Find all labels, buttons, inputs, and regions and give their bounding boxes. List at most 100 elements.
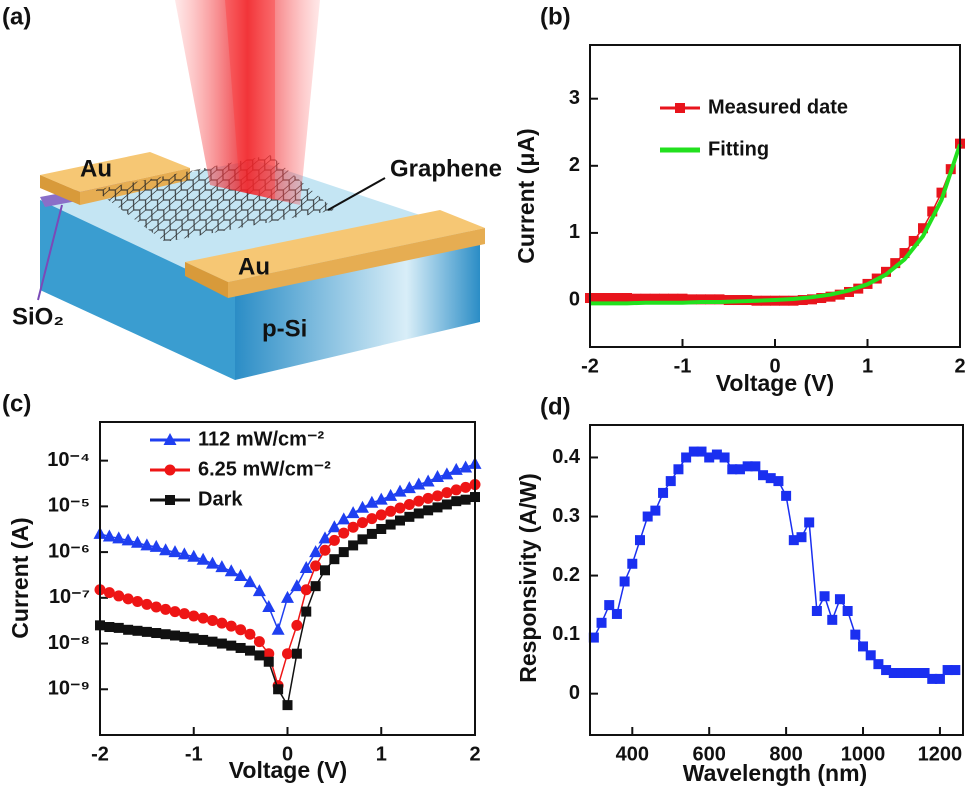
sio2-pointer	[37, 204, 63, 301]
marker	[665, 476, 676, 487]
marker	[596, 617, 607, 628]
marker	[112, 531, 126, 544]
x-tick-label: 1	[862, 355, 873, 377]
p-si-label: p-Si	[262, 315, 307, 342]
x-tick-label: 600	[693, 743, 726, 765]
marker	[150, 601, 162, 613]
marker	[681, 452, 692, 463]
marker	[650, 505, 661, 516]
y-tick-label: 0.3	[552, 505, 580, 527]
marker	[413, 495, 425, 507]
panel-label: (d)	[540, 393, 571, 420]
marker	[207, 614, 218, 626]
marker	[604, 600, 615, 611]
marker	[773, 476, 784, 487]
y-axis-title: Current (μA)	[513, 128, 539, 263]
marker	[179, 631, 190, 642]
marker	[896, 668, 907, 678]
marker	[159, 543, 173, 556]
marker	[282, 700, 293, 711]
marker	[197, 612, 209, 624]
chart-panel: (b) -2 -1 0 1 2 0 1 2 3 Voltage (V) Current (μA) Mea…	[513, 3, 965, 396]
marker	[825, 291, 836, 302]
marker	[177, 547, 191, 560]
legend-label: Fitting	[708, 138, 769, 160]
panel-label: (b)	[540, 3, 571, 30]
marker	[686, 294, 697, 305]
marker	[252, 584, 266, 597]
marker	[376, 523, 387, 534]
x-tick-label: -2	[581, 355, 599, 377]
y-tick-label: 2	[569, 154, 580, 176]
marker	[642, 511, 653, 522]
marker	[198, 634, 209, 645]
marker	[403, 498, 415, 510]
plot-frame	[589, 44, 961, 348]
marker	[758, 470, 769, 481]
marker	[320, 565, 330, 576]
legend-label: Measured date	[708, 96, 848, 118]
marker	[432, 502, 443, 513]
marker	[309, 545, 323, 558]
marker	[385, 519, 396, 530]
marker	[235, 642, 246, 653]
marker	[765, 473, 776, 484]
x-tick-label: 0	[282, 743, 293, 765]
marker	[677, 293, 688, 304]
marker	[365, 495, 379, 508]
au-top-side	[40, 175, 80, 205]
marker	[611, 608, 622, 619]
au-label: Au	[80, 155, 112, 182]
si-front	[235, 235, 480, 380]
marker	[318, 531, 332, 544]
marker	[612, 293, 623, 304]
marker	[375, 509, 387, 521]
legend-label: Dark	[198, 488, 243, 510]
marker	[440, 467, 454, 480]
marker	[301, 606, 312, 617]
y-tick-label: 0	[569, 682, 580, 704]
marker	[226, 640, 237, 651]
marker	[634, 535, 645, 546]
marker	[873, 659, 884, 670]
marker	[300, 584, 312, 596]
marker	[908, 235, 919, 246]
marker	[827, 614, 838, 625]
au-bottom-front	[228, 228, 485, 298]
marker	[460, 494, 471, 505]
marker	[781, 490, 792, 501]
device-diagram: (a) Au Graphene Au SiO₂ p-Si	[2, 0, 502, 380]
marker	[196, 552, 210, 565]
marker	[299, 560, 313, 573]
au-label: Au	[238, 253, 270, 280]
laser-core	[225, 0, 275, 200]
marker	[696, 446, 707, 457]
marker	[788, 535, 799, 546]
marker	[164, 464, 176, 476]
x-tick-label: 800	[769, 743, 802, 765]
marker	[243, 575, 257, 588]
x-tick-label: 2	[469, 743, 480, 765]
y-tick-label: 0.1	[552, 623, 580, 645]
marker	[366, 528, 377, 539]
marker	[102, 529, 116, 542]
y-tick-label: 1	[569, 221, 580, 243]
marker	[950, 665, 961, 676]
marker	[140, 538, 154, 551]
marker	[149, 539, 163, 552]
marker	[235, 624, 247, 636]
x-axis-title: Wavelength (nm)	[683, 760, 867, 786]
marker	[734, 464, 745, 475]
y-tick-label: 10⁻⁶	[48, 540, 90, 562]
marker	[936, 187, 947, 198]
y-tick-label: 10⁻⁸	[48, 632, 90, 654]
graphene-label: Graphene	[390, 155, 502, 182]
marker	[942, 665, 953, 676]
marker	[393, 484, 407, 497]
marker	[254, 650, 265, 661]
marker	[934, 673, 945, 684]
marker	[113, 622, 124, 633]
marker	[234, 569, 248, 582]
marker	[104, 622, 115, 633]
marker	[357, 534, 368, 545]
